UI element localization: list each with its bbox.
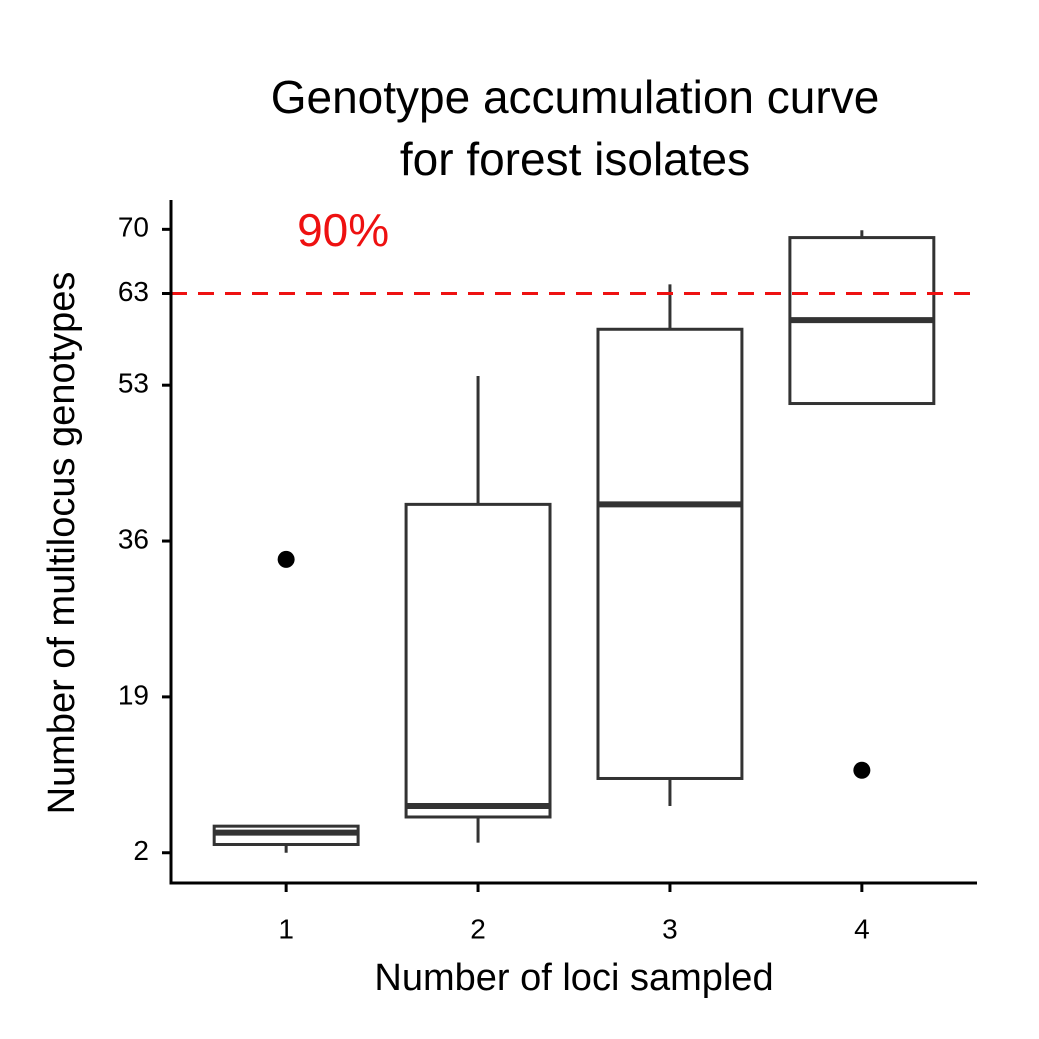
y-axis-label: Number of multilocus genotypes <box>41 272 83 815</box>
x-tick-label: 2 <box>470 913 486 944</box>
box <box>404 502 552 819</box>
box <box>596 327 744 780</box>
outlier <box>277 550 295 568</box>
y-tick-label: 53 <box>118 368 149 399</box>
y-tick-label: 2 <box>133 835 149 866</box>
x-tick-label: 1 <box>278 913 294 944</box>
y-tick-label: 19 <box>118 679 149 710</box>
x-axis-label: Number of loci sampled <box>374 957 773 999</box>
chart-title: for forest isolates <box>400 133 750 185</box>
x-tick-label: 3 <box>662 913 678 944</box>
x-tick-label: 4 <box>854 913 870 944</box>
chart-title: Genotype accumulation curve <box>271 71 880 123</box>
y-tick-label: 70 <box>118 212 149 243</box>
outlier <box>853 761 871 779</box>
y-tick-label: 36 <box>118 523 149 554</box>
annotation: 90% <box>297 204 389 256</box>
y-tick-label: 63 <box>118 276 149 307</box>
